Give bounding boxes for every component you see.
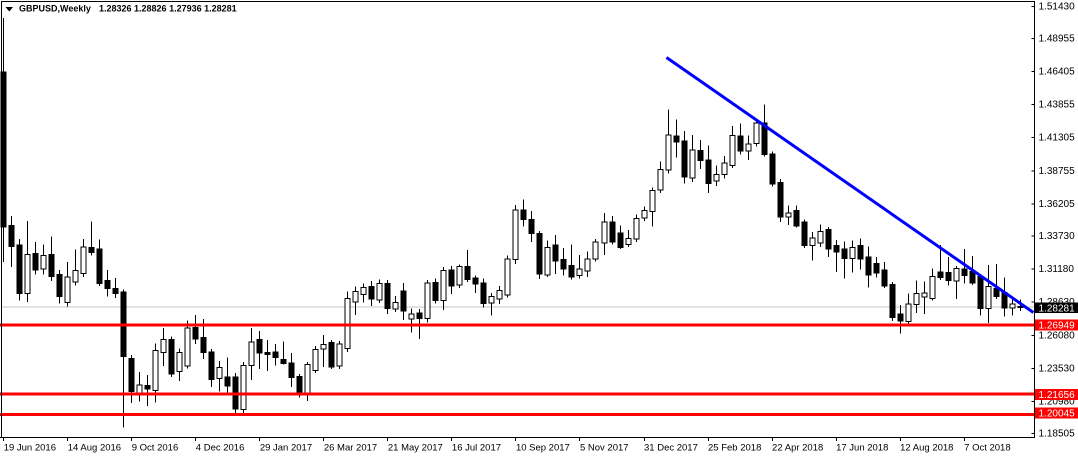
svg-text:1.46405: 1.46405 [1039,67,1076,78]
svg-text:1.26080: 1.26080 [1039,330,1076,341]
svg-text:4 Dec 2016: 4 Dec 2016 [196,443,245,454]
svg-text:17 Jun 2018: 17 Jun 2018 [836,443,888,454]
svg-text:7 Oct 2018: 7 Oct 2018 [964,443,1010,454]
svg-text:1.36205: 1.36205 [1039,199,1076,210]
svg-text:1.23530: 1.23530 [1039,363,1076,374]
svg-text:31 Dec 2017: 31 Dec 2017 [644,443,698,454]
svg-text:1.26949: 1.26949 [1039,321,1076,332]
svg-text:1.28326 1.28826 1.27936 1.2828: 1.28326 1.28826 1.27936 1.28281 [99,4,237,14]
svg-text:GBPUSD,Weekly: GBPUSD,Weekly [19,4,91,14]
svg-text:9 Oct 2016: 9 Oct 2016 [132,443,178,454]
svg-text:1.41305: 1.41305 [1039,133,1076,144]
svg-text:26 Mar 2017: 26 Mar 2017 [324,443,377,454]
svg-text:22 Apr 2018: 22 Apr 2018 [772,443,823,454]
svg-text:10 Sep 2017: 10 Sep 2017 [516,443,570,454]
svg-text:1.21656: 1.21656 [1039,390,1076,401]
svg-text:5 Nov 2017: 5 Nov 2017 [580,443,629,454]
svg-text:19 Jun 2016: 19 Jun 2016 [4,443,56,454]
svg-text:1.18505: 1.18505 [1039,429,1076,440]
svg-text:21 May 2017: 21 May 2017 [388,443,443,454]
svg-text:25 Feb 2018: 25 Feb 2018 [708,443,761,454]
svg-text:14 Aug 2016: 14 Aug 2016 [68,443,121,454]
svg-text:1.43855: 1.43855 [1039,100,1076,111]
svg-text:12 Aug 2018: 12 Aug 2018 [900,443,953,454]
svg-text:1.33730: 1.33730 [1039,231,1076,242]
svg-text:1.20980: 1.20980 [1039,396,1076,407]
svg-text:1.31180: 1.31180 [1039,264,1075,275]
svg-text:1.20045: 1.20045 [1039,409,1076,420]
svg-text:1.48955: 1.48955 [1039,33,1076,44]
svg-text:1.51430: 1.51430 [1039,1,1076,12]
svg-text:1.38755: 1.38755 [1039,166,1076,177]
svg-text:16 Jul 2017: 16 Jul 2017 [452,443,501,454]
svg-text:29 Jan 2017: 29 Jan 2017 [260,443,312,454]
svg-text:1.28281: 1.28281 [1039,303,1076,314]
